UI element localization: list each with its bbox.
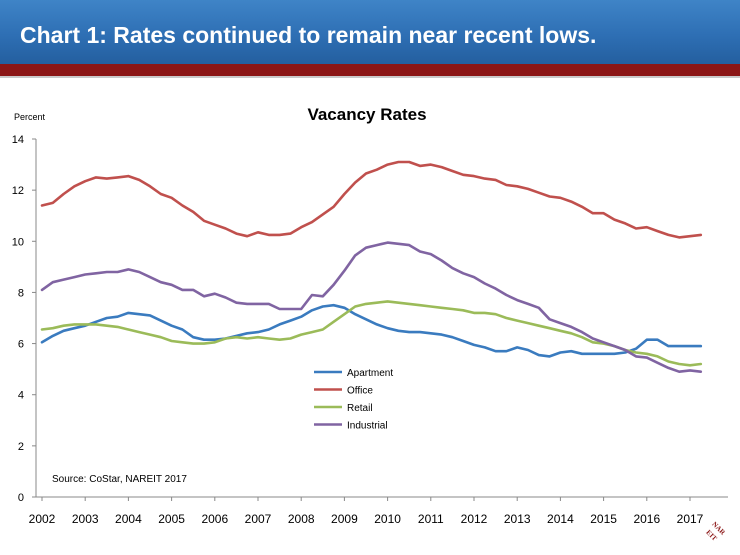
x-tick-label: 2004 [115, 512, 142, 526]
y-tick-label: 4 [18, 390, 24, 402]
legend-label-office: Office [347, 386, 373, 397]
legend: Apartment Office Retail Industrial [314, 368, 393, 432]
y-tick-label: 0 [18, 492, 24, 504]
x-tick-label: 2014 [547, 512, 574, 526]
x-tick-label: 2013 [504, 512, 531, 526]
y-tick-label: 2 [18, 441, 24, 453]
y-tick-label: 14 [12, 134, 24, 146]
header-bar: Chart 1: Rates continued to remain near … [0, 0, 740, 64]
header-divider [0, 76, 740, 78]
x-tick-label: 2009 [331, 512, 358, 526]
x-tick-label: 2016 [633, 512, 660, 526]
x-tick-label: 2005 [158, 512, 185, 526]
series-lines [40, 160, 703, 374]
x-tick-label: 2011 [418, 512, 444, 526]
axes: 0 2 4 6 8 10 12 14 2002 2003 2004 2005 2006 2007 2008 2… [12, 134, 728, 526]
page-title: Chart 1: Rates continued to remain near … [20, 22, 597, 48]
y-tick-label: 8 [18, 287, 24, 299]
x-tick-label: 2015 [590, 512, 617, 526]
source-note: Source: CoStar, NAREIT 2017 [52, 474, 187, 485]
nareit-logo: NAR EIT [704, 520, 727, 543]
x-tick-label: 2003 [72, 512, 99, 526]
x-tick-label: 2012 [461, 512, 488, 526]
x-tick-label: 2017 [677, 512, 704, 526]
series-line-industrial [40, 241, 703, 374]
y-tick-label: 12 [12, 185, 24, 197]
y-tick-label: 10 [12, 236, 24, 248]
series-line-retail [40, 300, 703, 367]
legend-label-industrial: Industrial [347, 421, 388, 432]
x-tick-label: 2010 [374, 512, 401, 526]
x-tick-label: 2006 [201, 512, 228, 526]
legend-label-apartment: Apartment [347, 368, 393, 379]
series-line-apartment [40, 303, 703, 358]
header-accent-band [0, 64, 740, 76]
x-tick-label: 2002 [29, 512, 56, 526]
y-axis-label: Percent [14, 112, 46, 122]
y-tick-label: 6 [18, 339, 24, 351]
series-line-office [40, 160, 703, 239]
legend-label-retail: Retail [347, 403, 373, 414]
x-tick-label: 2007 [245, 512, 272, 526]
chart-title: Vacancy Rates [307, 105, 426, 124]
x-tick-label: 2008 [288, 512, 315, 526]
